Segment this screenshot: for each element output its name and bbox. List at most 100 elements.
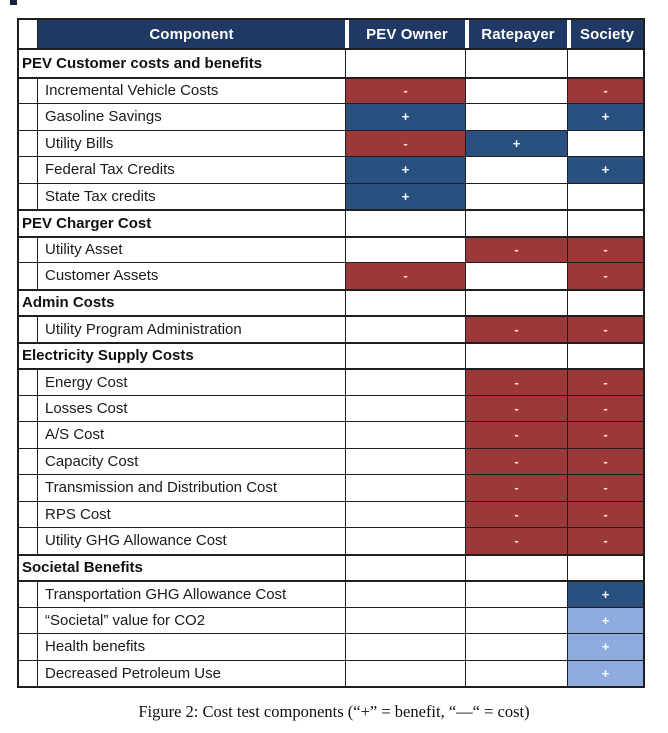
component-row: Customer Assets - - [19, 262, 643, 289]
indent-cell [19, 184, 37, 210]
component-label: State Tax credits [37, 183, 345, 209]
component-label: Customer Assets [37, 263, 345, 289]
empty-value-cell [465, 582, 567, 607]
empty-value-cell [567, 290, 643, 315]
cost-cell: - [567, 370, 643, 395]
section-row: Admin Costs [19, 288, 643, 315]
component-label: Decreased Petroleum Use [37, 660, 345, 686]
component-row: Utility Program Administration - - [19, 315, 643, 342]
empty-value-cell [345, 555, 465, 580]
cost-cell: - [567, 475, 643, 501]
component-row: A/S Cost - - [19, 421, 643, 448]
empty-value-cell [465, 78, 567, 103]
table-body: PEV Customer costs and benefits Increment… [19, 50, 643, 686]
indent-cell [19, 422, 37, 448]
cost-test-table: Component PEV Owner Ratepayer Society PE… [17, 18, 645, 688]
benefit-cell: + [567, 157, 643, 183]
component-row: Utility Bills - + [19, 129, 643, 156]
cost-cell: - [567, 263, 643, 289]
empty-value-cell [345, 370, 465, 395]
cost-cell: - [567, 448, 643, 474]
component-row: Energy Cost - - [19, 368, 643, 395]
empty-value-cell [345, 501, 465, 527]
empty-value-cell [567, 211, 643, 236]
benefit-cell: + [567, 582, 643, 607]
column-header-pev-owner: PEV Owner [345, 20, 465, 48]
section-label: PEV Customer costs and benefits [22, 54, 263, 72]
figure-caption: Figure 2: Cost test components (“+” = be… [138, 702, 530, 721]
indent-cell [19, 396, 37, 422]
indent-cell [19, 528, 37, 554]
empty-value-cell [567, 183, 643, 209]
empty-value-cell [465, 183, 567, 209]
component-label: RPS Cost [37, 501, 345, 527]
empty-value-cell [345, 237, 465, 262]
empty-value-cell [345, 343, 465, 368]
component-label: Utility Asset [37, 237, 345, 262]
cost-cell: - [345, 78, 465, 103]
empty-value-cell [567, 130, 643, 156]
component-label: Utility Program Administration [37, 317, 345, 342]
empty-value-cell [345, 290, 465, 315]
indent-cell [19, 502, 37, 528]
empty-value-cell [345, 50, 465, 77]
empty-value-cell [345, 582, 465, 607]
indent-cell [19, 634, 37, 660]
component-label: Energy Cost [37, 370, 345, 395]
indent-cell [19, 263, 37, 289]
indent-cell [19, 104, 37, 130]
benefit-cell: + [465, 130, 567, 156]
header-indent-cell [19, 20, 37, 48]
empty-value-cell [345, 395, 465, 421]
component-label: Gasoline Savings [37, 104, 345, 130]
component-row: Losses Cost - - [19, 394, 643, 422]
component-label: Utility Bills [37, 130, 345, 156]
cost-cell: - [567, 395, 643, 421]
benefit-cell: + [567, 104, 643, 130]
cost-cell: - [345, 263, 465, 289]
cost-cell: - [465, 475, 567, 501]
empty-value-cell [465, 634, 567, 660]
empty-value-cell [345, 448, 465, 474]
component-label: Transmission and Distribution Cost [37, 475, 345, 501]
section-row: Societal Benefits [19, 553, 643, 580]
empty-value-cell [465, 290, 567, 315]
section-row: PEV Charger Cost [19, 209, 643, 236]
section-label: PEV Charger Cost [22, 214, 152, 232]
component-label: Transportation GHG Allowance Cost [37, 582, 345, 607]
indent-cell [19, 475, 37, 501]
column-header-component: Component [37, 20, 345, 48]
benefit-cell: + [345, 183, 465, 209]
component-row: Transportation GHG Allowance Cost + [19, 580, 643, 607]
cost-cell: - [465, 528, 567, 554]
component-label: “Societal” value for CO2 [37, 607, 345, 633]
component-row: Incremental Vehicle Costs - - [19, 76, 643, 103]
cost-cell: - [465, 237, 567, 262]
component-row: State Tax credits + [19, 182, 643, 210]
component-label: Losses Cost [37, 395, 345, 421]
benefit-cell: + [567, 660, 643, 686]
empty-value-cell [465, 263, 567, 289]
component-label: Federal Tax Credits [37, 157, 345, 183]
empty-value-cell [345, 475, 465, 501]
component-row: Capacity Cost - - [19, 447, 643, 474]
benefit-cell: + [567, 634, 643, 660]
component-row: “Societal” value for CO2 + [19, 606, 643, 634]
indent-cell [19, 608, 37, 634]
component-row: Utility GHG Allowance Cost - - [19, 527, 643, 554]
benefit-cell: + [345, 104, 465, 130]
indent-cell [19, 317, 37, 342]
cost-cell: - [465, 370, 567, 395]
section-label: Admin Costs [22, 294, 115, 312]
component-label: Incremental Vehicle Costs [37, 78, 345, 103]
cost-cell: - [465, 448, 567, 474]
component-row: Decreased Petroleum Use + [19, 659, 643, 686]
column-header-society: Society [567, 20, 643, 48]
cost-cell: - [465, 422, 567, 448]
cost-cell: - [465, 395, 567, 421]
empty-value-cell [567, 50, 643, 77]
column-header-ratepayer: Ratepayer [465, 20, 567, 48]
component-row: Federal Tax Credits + + [19, 156, 643, 183]
component-row: Health benefits + [19, 633, 643, 660]
cost-cell: - [567, 237, 643, 262]
